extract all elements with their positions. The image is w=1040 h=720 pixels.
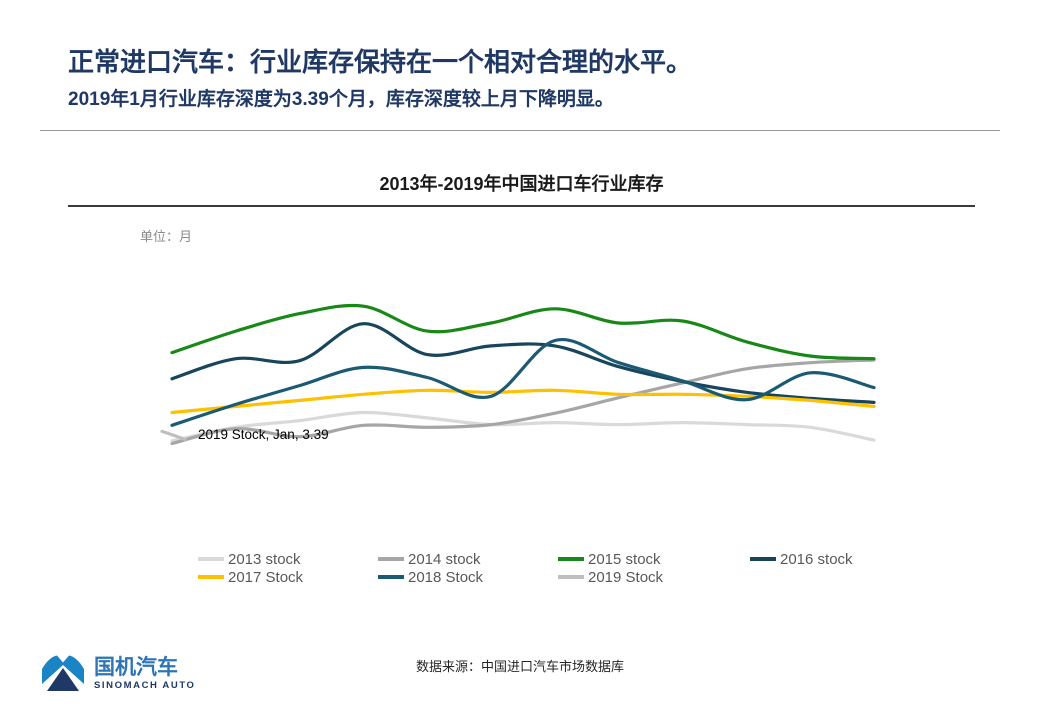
series-line-2017-stock [170, 388, 876, 415]
series-line-2013-stock [170, 410, 876, 443]
unit-label: 单位：月 [140, 229, 193, 244]
legend-item-2014-stock: 2014 stock [378, 550, 481, 568]
series-line-2014-stock [170, 358, 876, 446]
legend-swatch [750, 557, 776, 561]
logo-name-en: SINOMACH AUTO [94, 680, 196, 691]
legend-swatch [558, 557, 584, 561]
legend-item-2018-stock: 2018 Stock [378, 568, 484, 586]
legend-swatch [378, 557, 404, 561]
legend-label: 2013 stock [228, 550, 301, 568]
header-divider [40, 130, 1000, 131]
chart-title-underline [68, 205, 975, 207]
sinomach-logo-icon [42, 655, 84, 691]
legend-label: 2017 Stock [228, 568, 304, 586]
legend-label: 2016 stock [780, 550, 853, 568]
chart-title: 2013年-2019年中国进口车行业库存 [379, 174, 664, 194]
legend-swatch [198, 557, 224, 561]
legend-item-2013-stock: 2013 stock [198, 550, 301, 568]
series-line-2019-stock [160, 429, 187, 441]
series-line-2018-stock [170, 337, 876, 427]
legend-swatch [378, 575, 404, 579]
legend-label: 2018 Stock [408, 568, 484, 586]
data-source-note: 数据来源：中国进口汽车市场数据库 [415, 659, 624, 674]
legend-label: 2019 Stock [588, 568, 664, 586]
legend-item-2016-stock: 2016 stock [750, 550, 853, 568]
series-line-2016-stock [170, 322, 876, 404]
legend-swatch [198, 575, 224, 579]
legend-label: 2014 stock [408, 550, 481, 568]
legend-item-2019-stock: 2019 Stock [558, 568, 664, 586]
slide-subtitle: 2019年1月行业库存深度为3.39个月，库存深度较上月下降明显。 [68, 89, 614, 110]
legend-item-2017-stock: 2017 Stock [198, 568, 304, 586]
data-point-annotation: 2019 Stock, Jan, 3.39 [198, 427, 329, 442]
series-line-2015-stock [170, 303, 876, 361]
logo-name-cn: 国机汽车 [94, 656, 178, 679]
legend-item-2015-stock: 2015 stock [558, 550, 661, 568]
slide-title: 正常进口汽车：行业库存保持在一个相对合理的水平。 [68, 47, 693, 77]
company-logo: 国机汽车 SINOMACH AUTO [40, 654, 196, 694]
legend-swatch [558, 575, 584, 579]
legend-label: 2015 stock [588, 550, 661, 568]
